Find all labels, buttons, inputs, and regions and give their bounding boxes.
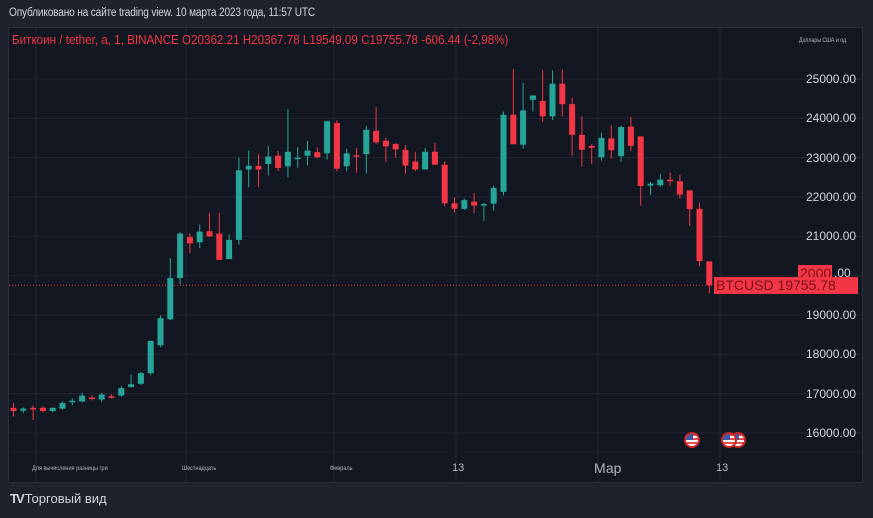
candle[interactable] [235,157,242,245]
price-tick-label: 16000.00 [806,425,857,440]
candle[interactable] [588,144,595,164]
candle[interactable] [226,234,233,260]
price-tick-label: 17000.00 [806,386,857,401]
price-tick-label: 21000.00 [806,229,857,244]
candle[interactable] [294,147,301,168]
candle[interactable] [451,197,458,213]
candle[interactable] [118,386,125,397]
candle[interactable] [686,190,693,226]
candle[interactable] [618,125,625,162]
candle[interactable] [402,145,409,174]
currency-label: Доллары США и од. [799,37,848,44]
candle[interactable] [676,174,683,199]
us-flag-icon[interactable] [721,432,737,448]
time-tick-label: 13 [452,462,465,474]
candle[interactable] [20,407,27,414]
candle[interactable] [569,97,576,157]
brand-text: Торговый вид [24,491,107,506]
candle[interactable] [529,95,536,112]
candle[interactable] [382,137,389,162]
candle[interactable] [128,374,135,388]
candle[interactable] [314,147,321,159]
time-tick-label: Мар [594,460,622,476]
candle[interactable] [39,406,46,413]
candle[interactable] [627,116,634,151]
candle[interactable] [578,116,585,167]
candle[interactable] [431,142,438,165]
time-tick-label: Для вычисления разницы гри [32,465,108,472]
candle[interactable] [510,68,517,145]
candle[interactable] [657,174,664,187]
price-tick-label: 25000.00 [806,72,857,86]
candle[interactable] [49,407,56,413]
price-tick-label: 24000.00 [806,111,857,126]
candle[interactable] [500,111,507,196]
candle[interactable] [441,161,448,207]
candle[interactable] [10,403,17,417]
candle[interactable] [137,372,144,385]
candle[interactable] [333,120,340,172]
time-tick-label: Шестнадцать [182,465,217,472]
candle[interactable] [520,82,527,149]
candle[interactable] [480,202,487,221]
candle[interactable] [647,182,654,196]
candle[interactable] [88,395,95,401]
candle[interactable] [265,145,272,176]
candle[interactable] [363,125,370,174]
candle[interactable] [637,136,644,206]
candle[interactable] [549,70,556,120]
candle[interactable] [59,401,66,410]
candle[interactable] [490,185,497,211]
candle[interactable] [196,224,203,249]
candle[interactable] [598,132,605,161]
candle[interactable] [284,109,291,178]
price-tick-label: 18000.00 [806,347,857,362]
price-tick-label: 22000.00 [806,189,857,204]
candle[interactable] [539,70,546,123]
candle[interactable] [255,153,262,188]
candle[interactable] [147,340,154,376]
candle[interactable] [167,257,174,321]
candle[interactable] [696,202,703,267]
candle[interactable] [216,212,223,260]
price-tick-label: 19000.00 [806,307,857,322]
candle[interactable] [461,198,468,210]
candle[interactable] [706,261,713,294]
candle[interactable] [324,120,331,160]
candle[interactable] [108,394,115,399]
candle[interactable] [353,147,360,173]
candle[interactable] [608,125,615,159]
tradingview-logo-icon: TV [10,491,25,506]
candle[interactable] [304,140,311,166]
candle[interactable] [30,405,37,420]
candle[interactable] [471,193,478,214]
candle[interactable] [412,151,419,172]
symbol-legend: Биткоин / tether, а, 1, BINANCE O20362.2… [12,33,509,47]
tradingview-brand[interactable]: TV Торговый вид [10,491,107,506]
published-info: Опубликовано на сайте trading view. 10 м… [9,7,316,19]
time-tick-label: 13 [716,462,729,474]
candle[interactable] [275,150,282,172]
last-price-label: BTCUSD 19755.78 [714,277,858,294]
candle[interactable] [157,315,164,348]
candle[interactable] [667,172,674,186]
candle[interactable] [69,398,76,406]
candle[interactable] [373,107,380,145]
candle[interactable] [98,392,105,403]
candle[interactable] [206,212,213,238]
candle[interactable] [559,69,566,117]
candle[interactable] [422,147,429,170]
candle[interactable] [343,148,350,172]
price-tick-label: 23000.00 [806,150,857,165]
round-price-marker-decimals: .00 [834,266,851,280]
time-tick-label: Февраль [330,465,353,472]
candle[interactable] [245,150,252,188]
candle[interactable] [392,143,399,159]
candle[interactable] [177,232,184,285]
us-flag-icon[interactable] [684,432,700,448]
candle[interactable] [186,233,193,254]
candle[interactable] [79,392,86,403]
